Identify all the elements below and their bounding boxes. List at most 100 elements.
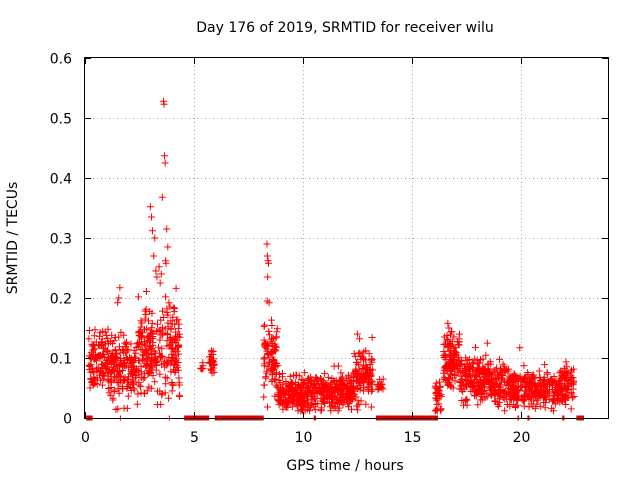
data-point	[127, 379, 135, 387]
data-point	[349, 383, 357, 391]
data-point	[357, 370, 365, 378]
data-point	[531, 404, 539, 412]
data-point	[270, 366, 278, 374]
data-point	[306, 387, 314, 395]
data-point	[502, 392, 510, 400]
data-point	[269, 356, 277, 364]
data-point	[321, 369, 329, 377]
data-point	[495, 374, 503, 382]
data-point	[483, 339, 491, 347]
y-tick-label: 0.5	[50, 112, 72, 128]
data-point	[294, 400, 302, 408]
data-point	[106, 366, 114, 374]
data-point	[264, 342, 272, 350]
data-point	[117, 372, 125, 380]
data-point	[85, 326, 93, 334]
data-point	[304, 377, 312, 385]
data-point	[199, 362, 207, 370]
data-point	[334, 407, 342, 415]
data-point	[363, 365, 371, 373]
data-point	[440, 340, 448, 348]
data-point	[287, 380, 295, 388]
data-point	[151, 234, 159, 242]
data-point	[531, 374, 539, 382]
data-point	[455, 330, 463, 338]
data-point	[329, 385, 337, 393]
data-point	[260, 381, 268, 389]
data-point	[167, 368, 175, 376]
data-point	[139, 375, 147, 383]
data-point	[379, 385, 387, 393]
data-point	[159, 307, 167, 315]
data-point	[152, 366, 160, 374]
data-point	[542, 395, 550, 403]
data-point	[272, 334, 280, 342]
data-point	[208, 369, 216, 377]
data-point	[442, 355, 450, 363]
data-point	[499, 369, 507, 377]
data-point	[146, 203, 154, 211]
data-point	[569, 381, 577, 389]
data-point	[449, 384, 457, 392]
data-point	[560, 395, 568, 403]
data-point	[91, 326, 99, 334]
data-point	[457, 376, 465, 384]
data-point	[139, 351, 147, 359]
data-point	[495, 402, 503, 410]
data-point	[504, 382, 512, 390]
data-point	[156, 336, 164, 344]
data-point	[166, 303, 174, 311]
data-point	[169, 338, 177, 346]
data-point	[273, 325, 281, 333]
data-point	[292, 371, 300, 379]
data-point	[102, 331, 110, 339]
data-point	[137, 368, 145, 376]
data-point	[147, 369, 155, 377]
data-point	[564, 369, 572, 377]
data-point	[158, 193, 166, 201]
data-point	[481, 372, 489, 380]
data-point	[157, 270, 165, 278]
data-point	[479, 377, 487, 385]
data-point	[119, 362, 127, 370]
data-point	[494, 395, 502, 403]
data-point	[148, 309, 156, 317]
data-point	[543, 380, 551, 388]
data-point	[469, 360, 477, 368]
data-point	[120, 375, 128, 383]
data-point	[367, 387, 375, 395]
data-point	[207, 348, 215, 356]
data-point	[362, 347, 370, 355]
data-point	[514, 392, 522, 400]
data-point	[463, 377, 471, 385]
data-point	[272, 370, 280, 378]
data-point	[521, 378, 529, 386]
data-point	[270, 356, 278, 364]
data-point	[517, 383, 525, 391]
data-point	[435, 390, 443, 398]
data-point	[452, 363, 460, 371]
data-point	[145, 336, 153, 344]
data-point	[262, 374, 270, 382]
data-point	[447, 328, 455, 336]
data-point	[158, 345, 166, 353]
data-point	[132, 372, 140, 380]
data-point	[350, 370, 358, 378]
data-point	[445, 324, 453, 332]
data-point	[293, 400, 301, 408]
data-point	[173, 336, 181, 344]
data-point	[563, 363, 571, 371]
data-point	[137, 323, 145, 331]
data-point	[443, 362, 451, 370]
data-point	[133, 400, 141, 408]
data-point	[289, 381, 297, 389]
data-point	[264, 259, 272, 267]
data-point	[325, 386, 333, 394]
data-point	[497, 387, 505, 395]
y-tick-label: 0	[63, 412, 72, 428]
data-point	[345, 403, 353, 411]
data-point	[158, 391, 166, 399]
data-point	[353, 330, 361, 338]
data-point	[119, 385, 127, 393]
data-point	[356, 349, 364, 357]
